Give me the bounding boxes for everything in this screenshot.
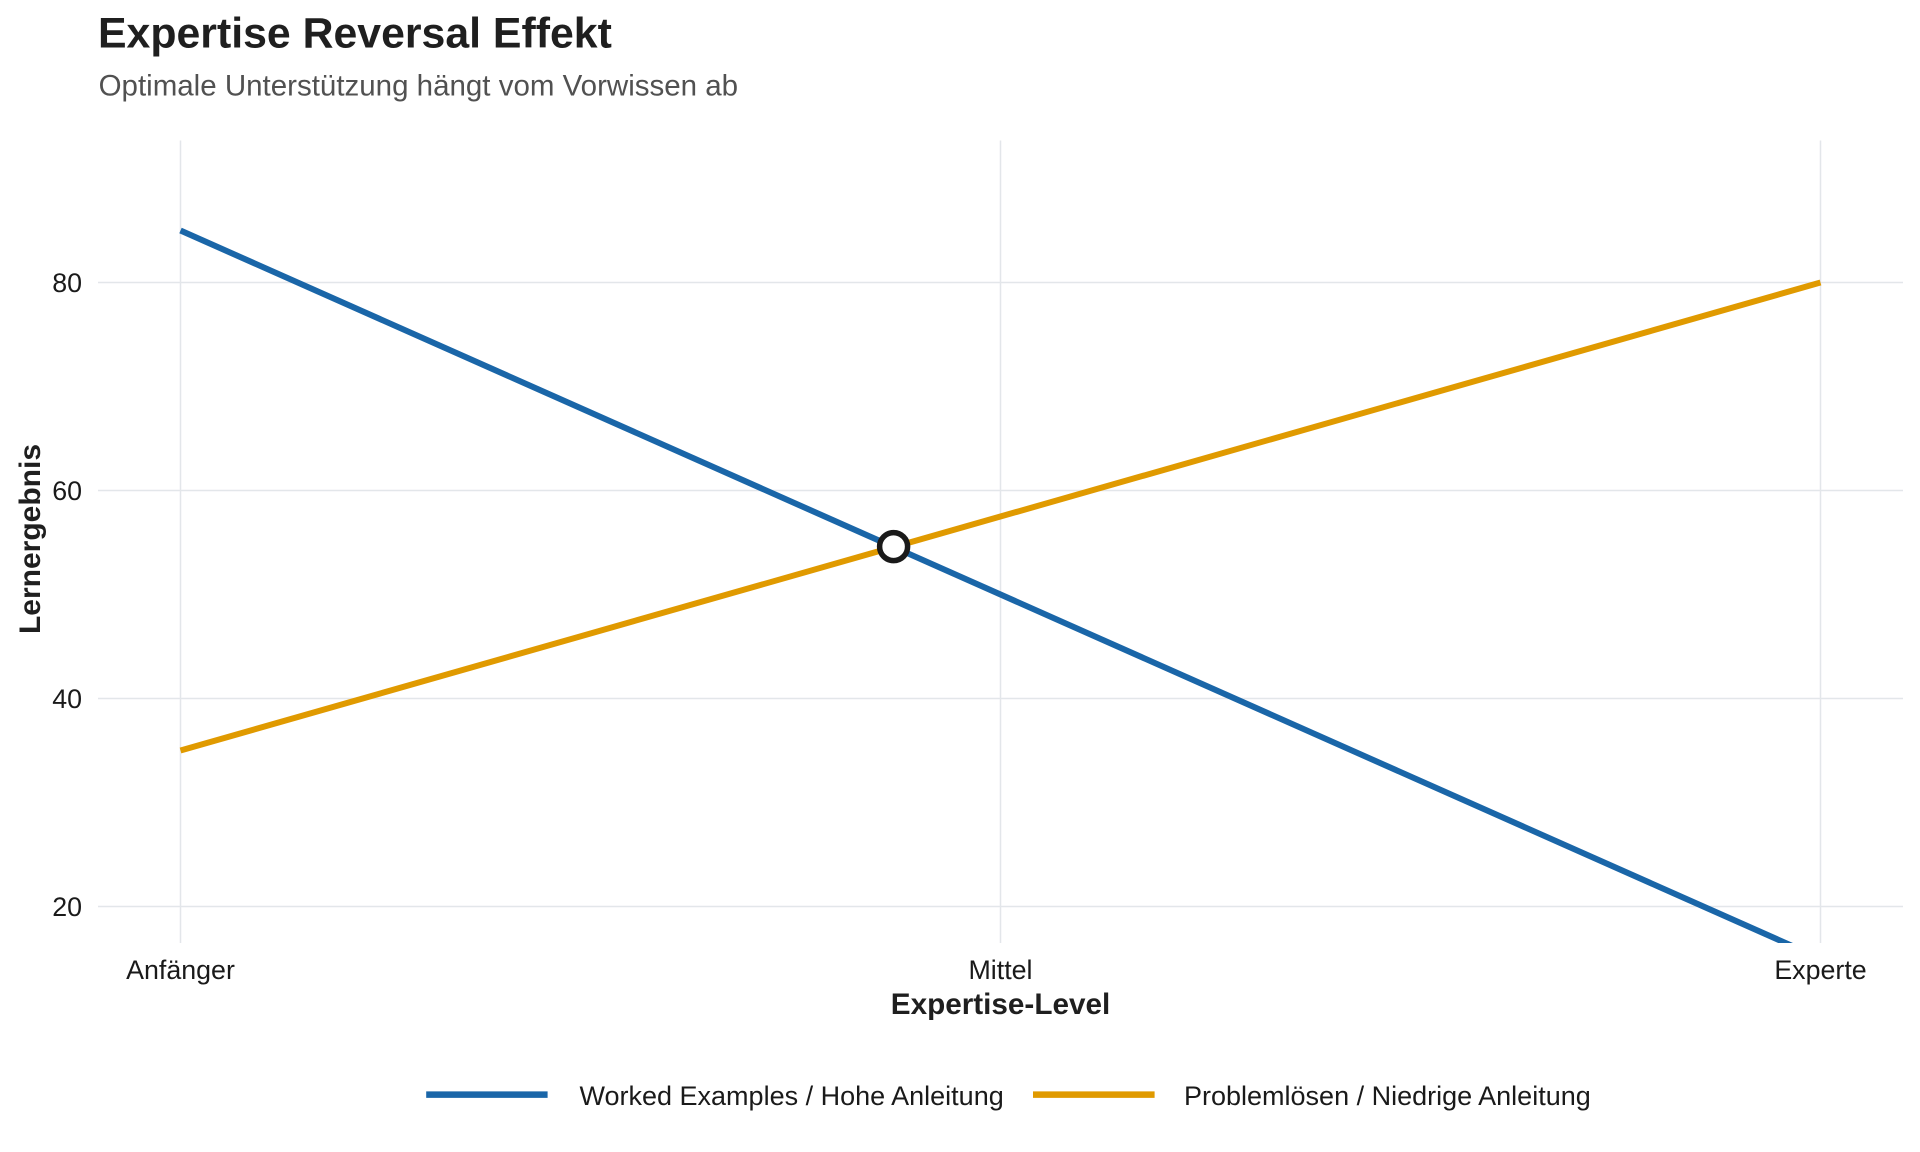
svg-text:Experte: Experte	[1774, 955, 1866, 985]
svg-text:20: 20	[52, 892, 82, 922]
svg-text:Expertise-Level: Expertise-Level	[891, 988, 1110, 1021]
svg-text:Expertise Reversal Effekt: Expertise Reversal Effekt	[98, 10, 612, 58]
svg-text:60: 60	[52, 476, 82, 506]
svg-text:40: 40	[52, 684, 82, 714]
svg-text:Worked Examples / Hohe Anleitu: Worked Examples / Hohe Anleitung	[580, 1081, 1004, 1111]
svg-text:80: 80	[52, 268, 82, 298]
svg-text:Mittel: Mittel	[968, 955, 1032, 985]
svg-text:Anfänger: Anfänger	[126, 955, 235, 985]
svg-text:Optimale Unterstützung hängt v: Optimale Unterstützung hängt vom Vorwiss…	[99, 70, 739, 103]
svg-text:Problemlösen / Niedrige Anleit: Problemlösen / Niedrige Anleitung	[1184, 1081, 1591, 1111]
svg-text:Lernergebnis: Lernergebnis	[14, 444, 47, 634]
